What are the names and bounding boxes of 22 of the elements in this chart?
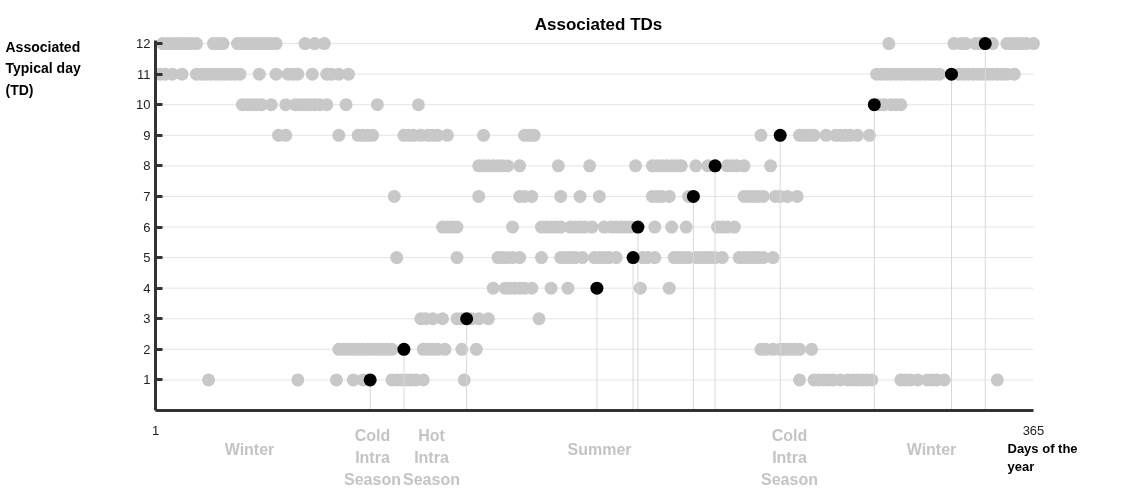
text: Cold Intra Season (761, 426, 818, 488)
x-axis-title: Days of the year (1007, 440, 1078, 474)
text: Winter (224, 440, 275, 458)
chart-title: Associated TDs (534, 14, 663, 34)
y-tick-label: 5 (143, 250, 151, 266)
y-tick-label: 12 (136, 36, 151, 52)
y-tick-label: 10 (136, 97, 151, 113)
y-tick-label: 11 (137, 66, 151, 82)
x-tick-label: 365 (1022, 422, 1045, 438)
y-tick-label: 2 (143, 341, 151, 357)
text: Cold Intra Season (344, 426, 401, 488)
y-tick-label: 6 (143, 219, 151, 235)
y-tick-label: 9 (143, 127, 151, 143)
text: Winter (906, 440, 957, 458)
y-axis-title: Associated Typical day (TD) (5, 38, 81, 98)
y-tick-label: 3 (143, 311, 151, 327)
text: Hot Intra Season (403, 426, 460, 488)
y-tick-label: 4 (143, 280, 151, 296)
y-tick-label: 1 (143, 372, 151, 388)
y-tick-label: 8 (143, 158, 151, 174)
y-tick-label: 7 (143, 188, 151, 204)
text: Summer (567, 440, 632, 458)
